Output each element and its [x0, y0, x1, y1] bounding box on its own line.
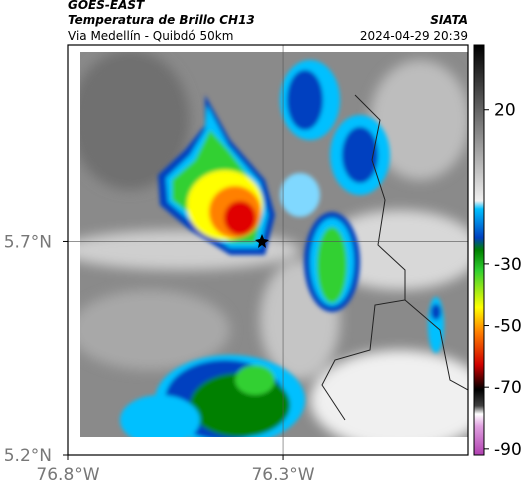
x-tick-label: 76.3°W	[251, 465, 314, 485]
colorbar-tick-label: -90	[494, 440, 522, 460]
map-frame	[67, 44, 469, 456]
datetime: 2024-04-29 20:39	[360, 29, 468, 43]
source: SIATA	[430, 13, 468, 27]
title: Temperatura de Brillo CH13	[68, 13, 255, 27]
colorbar-tick-label: -70	[494, 378, 522, 398]
satellite-image	[80, 52, 468, 437]
colorbar-tick-label: -50	[494, 317, 522, 337]
product: GOES-EAST	[68, 0, 145, 12]
colorbar-tick-label: 20	[494, 101, 516, 121]
x-tick-label: 76.8°W	[36, 465, 99, 485]
y-tick-label: 5.7°N	[4, 232, 52, 252]
location-marker	[255, 234, 269, 248]
colorbar-tick-label: -30	[494, 255, 522, 275]
subtitle: Via Medellín - Quibdó 50km	[68, 29, 233, 43]
y-tick-label: 5.2°N	[4, 446, 52, 466]
colorbar	[473, 44, 485, 456]
